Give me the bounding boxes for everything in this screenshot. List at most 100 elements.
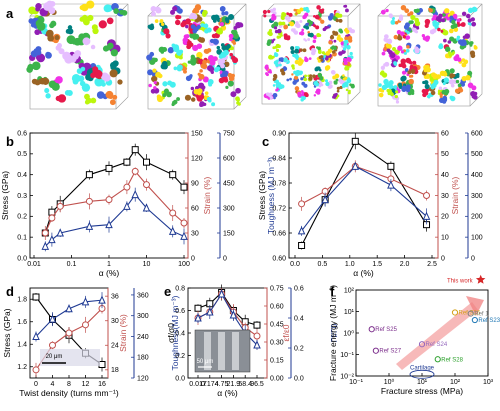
cluster-blob: [467, 18, 472, 23]
y-tick-label: 0.2: [175, 353, 185, 360]
y-tick-label: 0.6: [294, 285, 304, 292]
cluster-blob: [216, 49, 223, 55]
cluster-blob: [159, 19, 164, 24]
y-tick-label: 1.8: [17, 297, 27, 304]
cluster-blob: [316, 77, 320, 80]
cluster-blob: [201, 85, 206, 90]
y-tick-label: 0.0: [294, 375, 304, 382]
data-point: [387, 180, 395, 189]
cluster-blob: [31, 61, 41, 71]
cluster-blob: [428, 7, 432, 11]
y-tick-label: 20: [441, 214, 449, 221]
cluster-blob: [458, 88, 464, 93]
cluster-blob: [207, 54, 215, 62]
data-point: [321, 194, 329, 204]
data-point: [131, 167, 139, 175]
cluster-blob: [265, 68, 269, 71]
cluster-blob: [381, 51, 386, 56]
cluster-blob: [461, 76, 467, 82]
cluster-blob: [343, 40, 347, 44]
cluster-blob: [414, 20, 421, 27]
data-point: [81, 297, 90, 306]
cluster-blob: [184, 94, 192, 101]
cluster-blob: [307, 31, 310, 34]
data-point: [142, 203, 151, 212]
cluster-blob: [344, 66, 347, 70]
cluster-blob: [350, 56, 353, 59]
y-tick-label: 180: [137, 355, 149, 362]
cluster-blob: [325, 81, 330, 87]
cluster-blob: [316, 33, 321, 38]
cluster-blob: [90, 44, 96, 50]
series-line-2: [301, 165, 427, 205]
cluster-blob: [284, 16, 288, 20]
cluster-blob: [173, 66, 178, 71]
data-point: [422, 211, 431, 220]
data-point: [131, 146, 139, 154]
cluster-blob: [332, 46, 337, 50]
series-line-1: [44, 148, 185, 234]
cluster-blob: [273, 96, 276, 100]
x-tick-label: 96.5: [250, 381, 264, 388]
y-tick-label: 10²: [344, 287, 355, 294]
cluster-blob: [84, 93, 90, 100]
cluster-blob: [219, 22, 224, 27]
point-label: Ref 1: [474, 312, 489, 318]
cluster-blob: [405, 49, 410, 53]
cluster-blob: [117, 79, 123, 85]
cluster-blob: [349, 28, 355, 34]
data-point: [217, 289, 226, 298]
panel-label-f: f: [330, 284, 335, 299]
cluster-blob: [150, 23, 154, 28]
cluster-blob: [344, 76, 348, 80]
cluster-blob: [329, 41, 333, 45]
cluster-blob: [228, 73, 233, 78]
box-edge: [233, 3, 247, 17]
cluster-blob: [71, 74, 81, 83]
cluster-blob: [286, 12, 290, 16]
data-point: [85, 171, 93, 179]
cluster-blob: [344, 36, 349, 41]
cluster-blob: [457, 83, 462, 88]
cluster-blob: [342, 74, 345, 77]
box-edge: [347, 3, 361, 17]
cluster-blob: [338, 13, 343, 18]
y-tick-label: 0: [191, 255, 195, 262]
panel-label-e: e: [164, 284, 171, 299]
cluster-blob: [389, 14, 394, 19]
cluster-blob: [291, 73, 294, 76]
cluster-blob: [380, 89, 385, 93]
cluster-blob: [396, 29, 402, 35]
x-tick-label: 0.0: [290, 261, 300, 268]
cluster-blob: [55, 45, 62, 51]
cluster-blob: [392, 47, 396, 52]
cluster-blob: [178, 55, 183, 60]
cluster-blob: [292, 66, 295, 70]
cluster-blob: [314, 82, 320, 87]
trend-arrow-band: [396, 302, 478, 370]
data-point: [32, 366, 40, 374]
data-point: [298, 242, 306, 249]
cluster-blob: [389, 84, 393, 88]
simulation-box-2: [146, 3, 247, 110]
cluster-blob: [298, 70, 303, 76]
cluster-blob: [308, 57, 312, 60]
point-ref: [434, 356, 441, 363]
cluster-blob: [109, 99, 116, 106]
simulation-box-1: [26, 0, 129, 110]
cluster-blob: [449, 15, 454, 20]
y-tick-label: 200: [471, 214, 483, 221]
cluster-blob: [439, 95, 443, 99]
data-point: [32, 293, 40, 301]
cluster-blob: [265, 73, 269, 77]
cluster-blob: [203, 23, 209, 29]
cluster-blob: [473, 7, 478, 12]
cluster-blob: [223, 49, 229, 56]
cluster-blob: [274, 45, 278, 49]
cluster-blob: [207, 65, 214, 72]
cluster-blob: [388, 80, 394, 86]
cluster-blob: [394, 94, 398, 99]
cluster-blob: [402, 34, 406, 39]
fiber-strand: [218, 332, 225, 370]
